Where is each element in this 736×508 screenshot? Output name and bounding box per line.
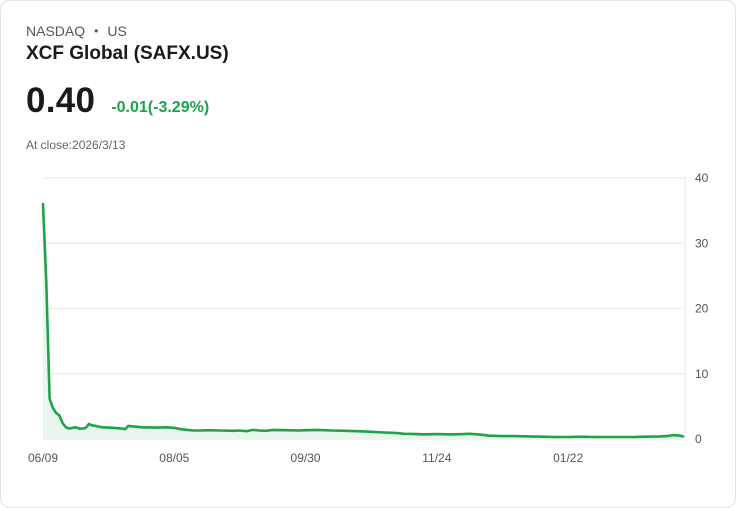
y-tick-label: 0 <box>695 432 702 446</box>
area-layer <box>41 202 685 439</box>
x-tick-label: 06/09 <box>28 451 58 465</box>
series-line-0 <box>41 202 685 439</box>
y-tick-label: 30 <box>695 236 709 250</box>
close-date-label: At close:2026/3/13 <box>26 138 126 152</box>
price-change: -0.01(-3.29%) <box>111 99 210 116</box>
exchange-label: NASDAQ <box>26 23 86 39</box>
y-tick-label: 40 <box>695 171 709 185</box>
series-area-fill <box>43 204 683 439</box>
price-row: 0.40 -0.01(-3.29%) <box>26 81 209 121</box>
exchange-row: NASDAQ • US <box>26 23 127 39</box>
y-tick-label: 10 <box>695 367 709 381</box>
stock-name: XCF Global (SAFX.US) <box>26 43 229 64</box>
separator-dot: • <box>94 24 99 38</box>
current-price: 0.40 <box>26 81 96 120</box>
x-tick-label: 09/30 <box>291 451 321 465</box>
grid-lines <box>43 176 686 440</box>
y-axis: 40 30 20 10 0 <box>695 171 709 446</box>
x-tick-label: 01/22 <box>553 451 583 465</box>
x-tick-label: 11/24 <box>422 451 451 465</box>
region-label: US <box>107 23 127 39</box>
x-axis: 06/09 08/05 09/30 11/24 01/22 <box>28 451 583 465</box>
x-tick-label: 08/05 <box>159 451 189 465</box>
y-tick-label: 20 <box>695 302 709 316</box>
